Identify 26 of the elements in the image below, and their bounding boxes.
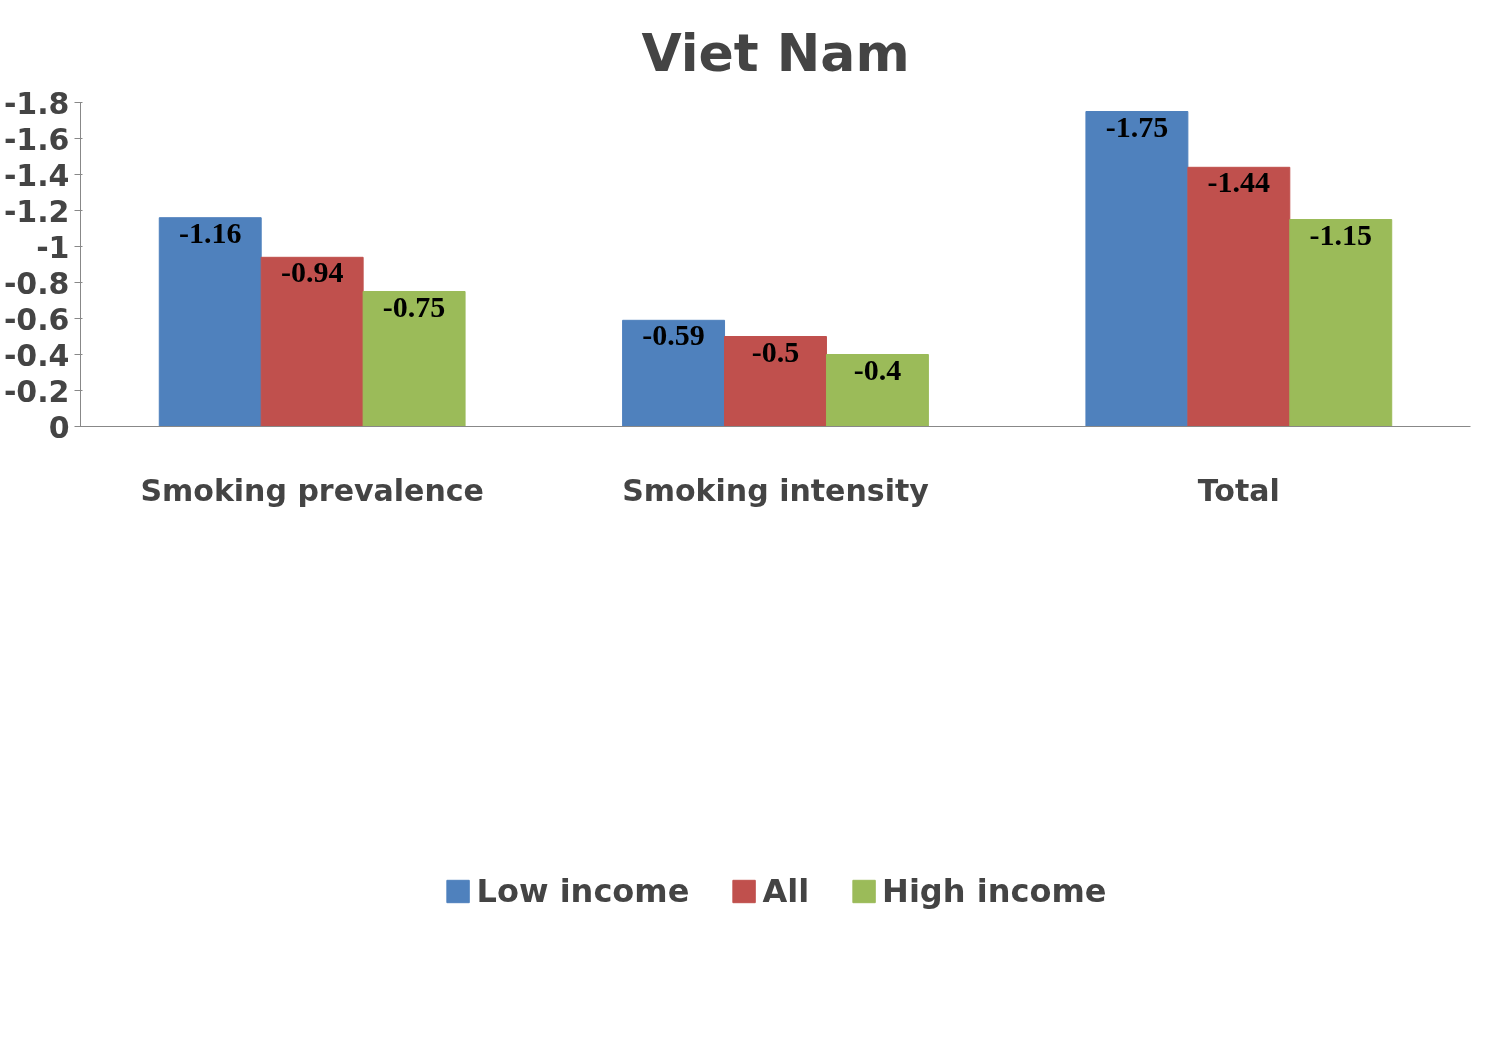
chart-title: Viet Nam xyxy=(641,22,910,83)
data-label: -0.94 xyxy=(280,255,344,289)
y-tick-label: -1.8 xyxy=(3,85,70,121)
data-label: -1.15 xyxy=(1309,217,1373,251)
data-label: -0.59 xyxy=(642,318,705,352)
data-label: -1.44 xyxy=(1207,165,1271,199)
x-tick-label: Smoking prevalence xyxy=(140,472,484,508)
y-tick-label: -1.4 xyxy=(3,157,70,193)
x-tick-label: Smoking intensity xyxy=(622,472,930,508)
legend-label: Low income xyxy=(476,871,690,910)
y-tick-label: -1.6 xyxy=(3,121,70,157)
y-tick-label: -0.6 xyxy=(3,301,70,337)
legend-label: All xyxy=(762,871,810,910)
data-label: -0.5 xyxy=(751,334,800,368)
data-label: -1.16 xyxy=(178,215,242,249)
data-label: -1.75 xyxy=(1105,109,1169,143)
data-label: -0.4 xyxy=(853,352,902,386)
data-label: -0.75 xyxy=(382,289,446,323)
x-tick-label: Total xyxy=(1197,472,1280,508)
y-tick-label: -1.2 xyxy=(3,193,70,229)
y-tick-label: -0.4 xyxy=(3,337,70,373)
y-tick-label: -0.8 xyxy=(3,265,70,301)
y-tick-label: 0 xyxy=(48,409,70,445)
legend-label: High income xyxy=(882,871,1107,910)
y-tick-label: -1 xyxy=(36,229,70,265)
y-tick-label: -0.2 xyxy=(3,373,70,409)
